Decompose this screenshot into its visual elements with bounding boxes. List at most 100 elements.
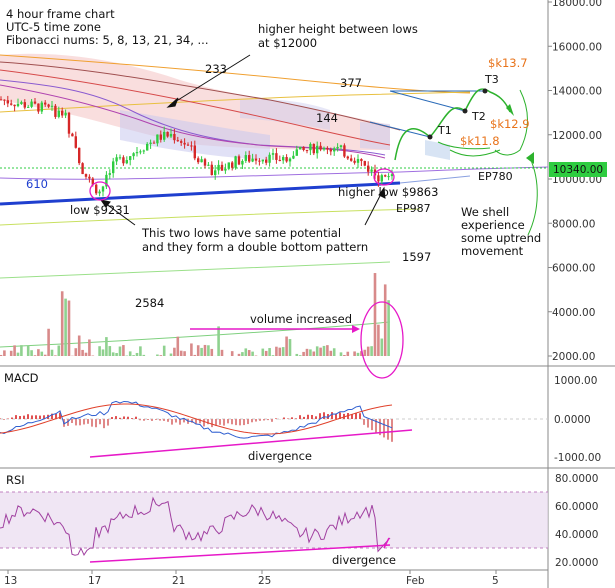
candle-body xyxy=(37,103,40,112)
higher-height-price: at $12000 xyxy=(258,36,317,50)
volume-bar xyxy=(380,338,384,356)
volume-bar xyxy=(159,355,163,356)
volume-bar xyxy=(360,351,363,356)
macd-histogram-bar xyxy=(391,419,393,442)
price-tick-label: 8000.00 xyxy=(552,218,595,230)
macd-title: MACD xyxy=(4,371,39,385)
volume-bar xyxy=(135,352,139,356)
volume-bar xyxy=(40,351,44,356)
time-tick-label: 13 xyxy=(4,575,17,587)
macd-histogram-bar xyxy=(211,419,213,428)
price-tick-label: 2000.00 xyxy=(552,351,595,363)
candle-body xyxy=(210,164,213,176)
macd-histogram-bar xyxy=(223,419,225,426)
candle-body xyxy=(173,133,176,141)
divergence-lines xyxy=(89,429,413,563)
candle-body xyxy=(78,147,81,164)
volume-bar xyxy=(50,349,54,356)
rsi-line xyxy=(0,496,391,556)
candle-body xyxy=(183,142,186,145)
rsi-tick-label: 40.0000 xyxy=(555,529,598,541)
candle-body xyxy=(285,157,288,162)
macd-histogram-bar xyxy=(147,419,149,420)
volume-bar xyxy=(217,326,220,356)
macd-divergence-label: divergence xyxy=(248,449,312,463)
volume-bar xyxy=(241,352,244,356)
candle-body xyxy=(149,142,152,144)
macd-histogram-bar xyxy=(335,413,337,419)
target-t2-price: $k12.9 xyxy=(490,117,530,131)
candle-body xyxy=(142,150,145,152)
candle-body xyxy=(329,149,332,152)
macd-histogram-bar xyxy=(171,419,173,425)
candle-body xyxy=(265,159,268,163)
low-2-label: higher low $9863 xyxy=(338,185,438,199)
volume-bar xyxy=(173,347,176,356)
macd-histogram-bar xyxy=(231,419,233,425)
macd-histogram-bar xyxy=(3,419,5,420)
candle-body xyxy=(180,141,183,143)
macd-histogram-bar xyxy=(91,419,93,427)
volume-bar xyxy=(339,352,343,356)
volume-bar xyxy=(118,346,122,356)
macd-histogram-bar xyxy=(207,419,209,425)
candle-body xyxy=(57,110,60,117)
volume-bar xyxy=(142,354,146,356)
fib-label-377: 377 xyxy=(340,76,362,90)
candle-body xyxy=(47,104,50,107)
time-tick-label: 25 xyxy=(258,575,271,587)
candle-body xyxy=(363,161,366,166)
support-trend-line xyxy=(0,175,471,206)
volume-bar xyxy=(101,349,105,356)
candle-body xyxy=(169,133,173,137)
candle-body xyxy=(288,158,292,162)
macd-histogram-bar xyxy=(203,419,205,427)
macd-histogram-bar xyxy=(179,419,181,425)
macd-histogram-bar xyxy=(135,416,137,419)
volume-bar xyxy=(105,337,108,356)
macd-histogram-bar xyxy=(275,418,277,419)
volume-increased-label: volume increased xyxy=(250,312,352,326)
volume-bar xyxy=(285,336,288,356)
volume-bar xyxy=(190,343,193,356)
candle-body xyxy=(254,158,258,161)
axes: 18000.0016000.0014000.0012000.0010000.00… xyxy=(4,0,602,587)
volume-bar xyxy=(247,350,251,356)
macd-histogram-bar xyxy=(115,416,117,419)
macd-histogram-bar xyxy=(15,415,17,419)
candle-body xyxy=(214,170,217,176)
volume-bar xyxy=(356,352,360,356)
candle-body xyxy=(81,163,84,175)
volume-bar xyxy=(220,349,224,356)
low-1-label: low $9231 xyxy=(70,203,130,217)
macd-histogram-bar xyxy=(355,412,357,419)
candle-body xyxy=(200,159,203,163)
macd-histogram-bar xyxy=(379,419,381,436)
volume-bar xyxy=(16,352,20,356)
candle-body xyxy=(129,156,132,161)
macd-histogram-bar xyxy=(35,415,37,419)
macd-indicator xyxy=(0,400,548,442)
time-tick-label: 17 xyxy=(88,575,101,587)
candle-body xyxy=(309,144,312,151)
candle-body xyxy=(353,160,356,163)
macd-histogram-bar xyxy=(375,419,377,433)
volume-bar xyxy=(237,353,241,356)
candle-body xyxy=(40,102,43,112)
target-projection xyxy=(369,88,538,236)
volume-bar xyxy=(57,345,61,356)
timezone-note: UTC-5 time zone xyxy=(6,20,101,34)
macd-histogram-bar xyxy=(383,419,385,438)
double-bottom-line2: and they form a double bottom pattern xyxy=(142,240,368,254)
candle-body xyxy=(132,153,135,157)
candle-body xyxy=(220,164,224,171)
macd-histogram-bar xyxy=(359,413,361,419)
volume-bar xyxy=(261,348,265,356)
macd-histogram-bar xyxy=(99,419,101,425)
volume-bar xyxy=(128,351,132,356)
candle-body xyxy=(118,157,122,159)
macd-histogram-bar xyxy=(239,419,241,426)
candle-body xyxy=(370,169,373,172)
macd-histogram-bar xyxy=(199,419,201,424)
volume-bar xyxy=(26,345,30,356)
